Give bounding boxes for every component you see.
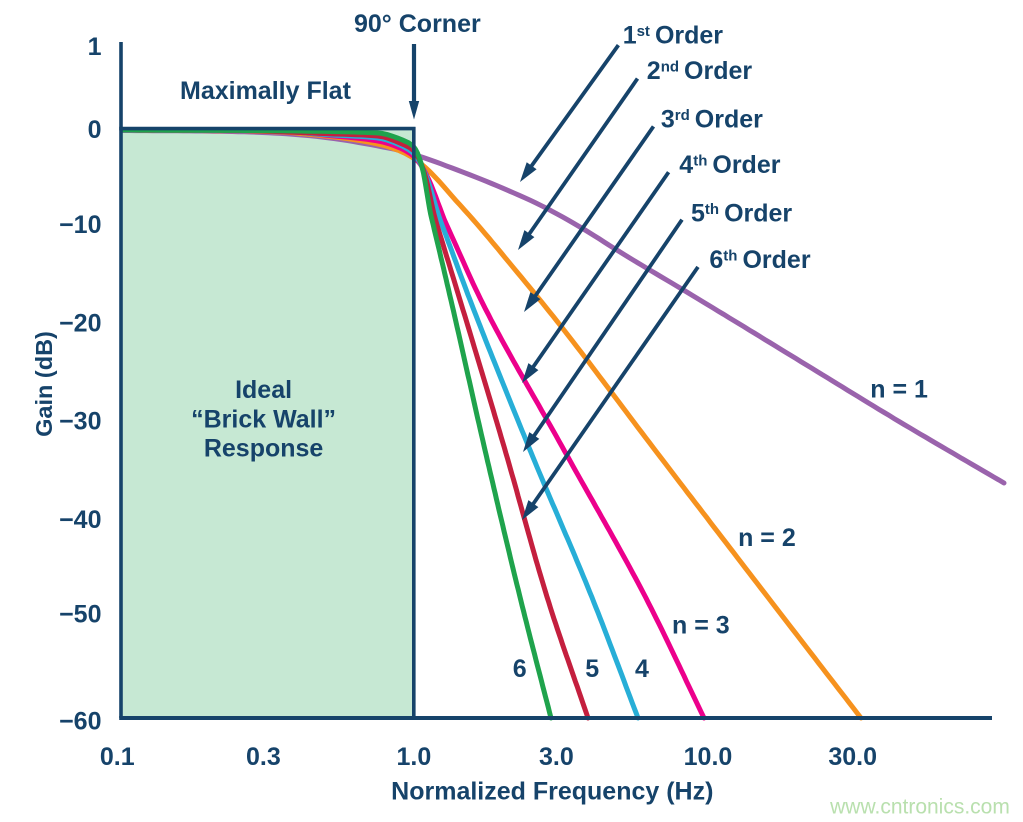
svg-text:−30: −30 — [59, 408, 101, 436]
svg-text:1.0: 1.0 — [397, 743, 432, 771]
svg-text:“Brick Wall”: “Brick Wall” — [191, 406, 336, 434]
svg-text:6: 6 — [513, 655, 527, 683]
svg-text:−50: −50 — [59, 601, 101, 629]
svg-text:0: 0 — [88, 116, 102, 144]
svg-text:Normalized Frequency (Hz): Normalized Frequency (Hz) — [391, 778, 713, 806]
svg-text:Gain (dB): Gain (dB) — [31, 331, 57, 437]
svg-text:0.3: 0.3 — [246, 743, 281, 771]
svg-text:−10: −10 — [59, 211, 101, 239]
svg-text:10.0: 10.0 — [684, 743, 733, 771]
svg-text:90° Corner: 90° Corner — [354, 10, 481, 38]
svg-text:30.0: 30.0 — [828, 743, 877, 771]
svg-text:4: 4 — [635, 655, 649, 683]
svg-text:www.cntronics.com: www.cntronics.com — [829, 796, 1010, 819]
svg-text:n = 3: n = 3 — [672, 612, 730, 640]
svg-text:−60: −60 — [59, 708, 101, 736]
svg-text:Ideal: Ideal — [235, 376, 292, 404]
svg-text:Response: Response — [204, 435, 324, 463]
svg-text:Maximally Flat: Maximally Flat — [180, 77, 352, 105]
svg-text:−20: −20 — [59, 309, 101, 337]
svg-text:−40: −40 — [59, 506, 101, 534]
svg-text:n = 1: n = 1 — [870, 376, 928, 404]
svg-text:n = 2: n = 2 — [738, 524, 796, 552]
svg-text:0.1: 0.1 — [100, 743, 135, 771]
svg-text:5: 5 — [585, 655, 599, 683]
svg-text:1: 1 — [88, 33, 102, 61]
svg-text:3.0: 3.0 — [539, 743, 574, 771]
